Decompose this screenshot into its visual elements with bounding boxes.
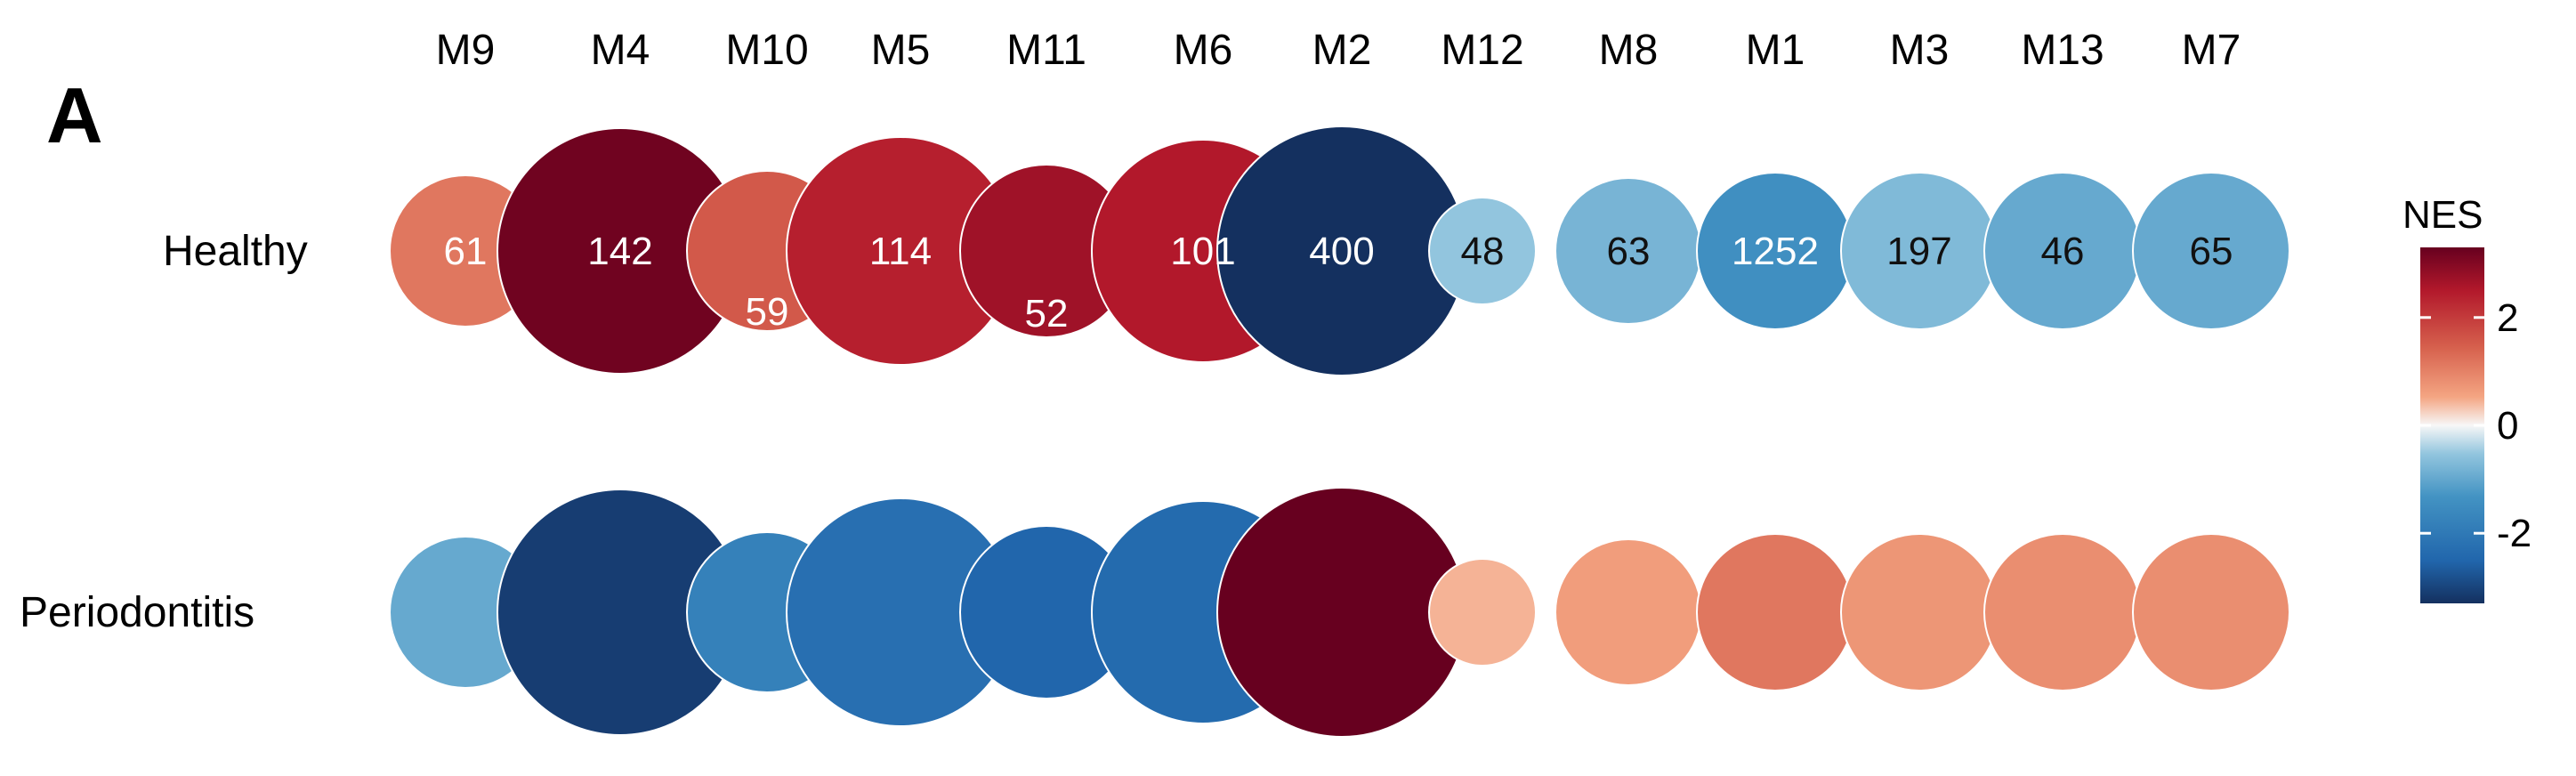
row-label-periodontitis: Periodontitis bbox=[20, 589, 254, 636]
size-label-m5: 114 bbox=[869, 230, 932, 273]
legend-tick-label: -2 bbox=[2497, 512, 2532, 555]
module-label-m5: M5 bbox=[871, 27, 931, 74]
size-label-m4: 142 bbox=[587, 230, 652, 273]
row-labels: Healthy Periodontitis bbox=[20, 228, 308, 636]
bubble-healthy-m12 bbox=[1428, 197, 1537, 305]
size-label-m9: 61 bbox=[444, 230, 488, 273]
legend-ticks: 2 0 -2 bbox=[2420, 296, 2532, 555]
legend-tick-label: 2 bbox=[2497, 296, 2518, 340]
legend-tick-label: 0 bbox=[2497, 404, 2518, 448]
nes-color-legend: NES 2 0 -2 bbox=[2402, 193, 2532, 603]
size-label-m8: 63 bbox=[1607, 230, 1651, 273]
size-label-m1: 1252 bbox=[1732, 230, 1819, 273]
size-label-m6: 101 bbox=[1170, 230, 1235, 273]
bubble-periodontitis-m13 bbox=[1983, 533, 2142, 691]
module-label-m6: M6 bbox=[1174, 27, 1233, 74]
size-label-m2: 400 bbox=[1309, 230, 1374, 273]
size-label-m10: 59 bbox=[746, 290, 789, 334]
module-label-m7: M7 bbox=[2182, 27, 2241, 74]
bubble-periodontitis-m12 bbox=[1428, 558, 1537, 667]
bubble-healthy-m7 bbox=[2132, 172, 2290, 330]
bubble-periodontitis-m7 bbox=[2132, 533, 2290, 691]
module-label-m1: M1 bbox=[1746, 27, 1805, 74]
legend-title: NES bbox=[2402, 193, 2483, 237]
bubble-periodontitis-m1 bbox=[1696, 533, 1854, 691]
module-label-m3: M3 bbox=[1890, 27, 1950, 74]
module-labels: M9 M4 M10 M5 M11 M6 M2 M12 M8 M1 M3 M13 M7 bbox=[436, 27, 2241, 74]
module-label-m2: M2 bbox=[1312, 27, 1372, 74]
module-label-m4: M4 bbox=[591, 27, 650, 74]
size-label-m7: 65 bbox=[2190, 230, 2233, 273]
module-label-m9: M9 bbox=[436, 27, 496, 74]
bubbles: 61 142 59 114 52 101 400 48 63 1252 197 46 65 bbox=[389, 125, 2290, 738]
size-label-m13: 46 bbox=[2041, 230, 2085, 273]
size-label-m3: 197 bbox=[1886, 230, 1951, 273]
size-label-m12: 48 bbox=[1461, 230, 1505, 273]
size-label-m11: 52 bbox=[1025, 292, 1069, 335]
panel-label: A bbox=[46, 71, 103, 159]
module-label-m8: M8 bbox=[1599, 27, 1659, 74]
module-label-m13: M13 bbox=[2021, 27, 2104, 74]
module-label-m10: M10 bbox=[725, 27, 808, 74]
bubble-periodontitis-m3 bbox=[1840, 533, 1999, 691]
module-label-m12: M12 bbox=[1441, 27, 1523, 74]
row-label-healthy: Healthy bbox=[163, 228, 308, 275]
module-label-m11: M11 bbox=[1006, 27, 1086, 74]
bubble-periodontitis-m8 bbox=[1554, 538, 1702, 686]
